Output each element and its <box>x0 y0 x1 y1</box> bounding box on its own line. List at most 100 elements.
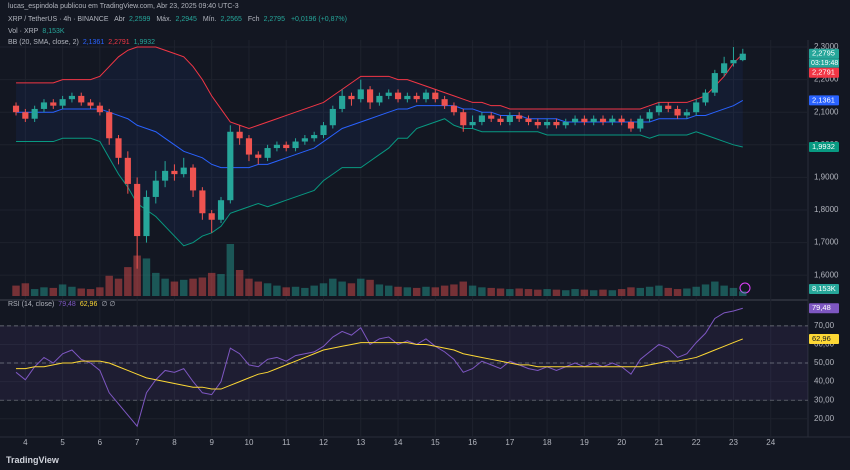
candle-body <box>450 105 458 113</box>
candle-body <box>637 118 644 129</box>
candle-body <box>385 92 392 96</box>
candle-body <box>264 148 271 158</box>
candle-body <box>115 138 122 158</box>
volume-bar <box>217 274 225 296</box>
volume-bar <box>77 288 85 296</box>
volume-bar <box>86 289 95 296</box>
volume-bar <box>124 267 132 296</box>
volume-bar <box>254 281 263 296</box>
volume-bar <box>599 289 607 296</box>
volume-bar <box>366 279 374 296</box>
volume-bar <box>329 278 337 296</box>
x-tick-label: 17 <box>505 438 514 447</box>
y2-tick-label: 60,00 <box>814 340 835 349</box>
volume-bar <box>524 289 533 296</box>
x-tick-label: 8 <box>172 438 177 447</box>
volume-label-bg <box>809 284 839 294</box>
candle-body <box>217 200 225 220</box>
bb-upper-label-bg <box>809 67 839 78</box>
volume-bar <box>142 258 151 296</box>
volume-bar <box>170 281 179 296</box>
ohlc-label: Máx. <box>156 16 172 23</box>
rsi-legend: RSI (14, close) 79,48 62,96 ∅ ∅ <box>8 300 120 308</box>
volume-bar <box>496 288 505 296</box>
rsi-ma-line <box>16 338 743 390</box>
rsi-value: 62,96 <box>79 301 98 308</box>
event-icon[interactable] <box>739 282 751 294</box>
candle-body <box>571 118 579 122</box>
candle-body <box>674 108 681 116</box>
candle-body <box>739 53 746 61</box>
candle-body <box>189 167 197 191</box>
candle-body <box>143 196 150 237</box>
candle-body <box>693 102 700 113</box>
x-tick-label: 19 <box>580 438 589 447</box>
rsi-ma-label: 62,96 <box>812 334 831 343</box>
volume-bar <box>263 283 272 296</box>
volume-bar <box>226 244 235 296</box>
rsi-ma-label-bg <box>809 333 839 344</box>
candle-body <box>367 89 374 103</box>
candle-body <box>124 157 131 184</box>
volume-bar <box>384 285 393 296</box>
volume-label: 8,153K <box>812 284 836 293</box>
volume-bar <box>301 287 309 296</box>
logo[interactable]: TradingView <box>6 455 59 465</box>
candle-body <box>581 118 588 122</box>
candle-body <box>730 60 737 64</box>
candle-body <box>432 92 439 100</box>
volume-bar <box>645 286 654 296</box>
candle-body <box>50 102 57 106</box>
volume-bar <box>562 290 570 296</box>
volume-bar <box>412 287 421 296</box>
volume-bar <box>180 279 188 296</box>
rsi-value: 79,48 <box>58 301 76 308</box>
last-price-label: 2,2795 <box>812 49 835 58</box>
volume-bar <box>431 287 440 296</box>
volume-bar <box>21 283 30 296</box>
candle-body <box>394 92 402 100</box>
ohlc-label: Abr <box>114 16 125 23</box>
ohlc-value: 2,2945 <box>175 16 197 23</box>
candle-body <box>208 213 215 220</box>
volume-bar <box>96 287 104 296</box>
x-tick-label: 22 <box>692 438 701 447</box>
x-tick-label: 24 <box>766 438 775 447</box>
candle-body <box>78 95 85 103</box>
candle-body <box>534 121 541 126</box>
volume-bar <box>617 289 626 296</box>
volume-bar <box>589 290 598 296</box>
volume-bar <box>711 281 719 296</box>
candle-body <box>31 108 38 119</box>
x-tick-label: 9 <box>209 438 214 447</box>
volume-bar <box>487 287 495 296</box>
countdown-bg <box>809 58 839 68</box>
y-tick-label: 1,8000 <box>814 205 839 214</box>
candle-body <box>478 115 485 122</box>
volume-bar <box>440 285 449 296</box>
candle-body <box>320 125 327 136</box>
y-tick-label: 2,1000 <box>814 107 839 116</box>
bb-fill <box>16 47 743 246</box>
volume-bar <box>357 278 365 296</box>
candle-body <box>488 115 495 119</box>
x-tick-label: 16 <box>468 438 477 447</box>
volume-bar <box>319 283 328 296</box>
last-price-label-bg <box>809 48 839 59</box>
candle-body <box>106 112 113 139</box>
rsi-label: 79,48 <box>812 303 831 312</box>
candle-body <box>68 95 76 100</box>
volume-bar <box>207 272 216 296</box>
bb-middle-label: 2,1361 <box>812 95 835 104</box>
volume-bar <box>701 284 710 296</box>
bb-value: 1,9932 <box>133 39 156 46</box>
candle-body <box>87 102 94 106</box>
volume-bar <box>552 289 561 296</box>
volume-bar <box>571 289 579 296</box>
candle-body <box>413 95 420 100</box>
volume-bar <box>338 281 346 296</box>
candle-body <box>544 121 551 126</box>
candle-body <box>227 131 234 201</box>
candle-body <box>40 102 48 109</box>
